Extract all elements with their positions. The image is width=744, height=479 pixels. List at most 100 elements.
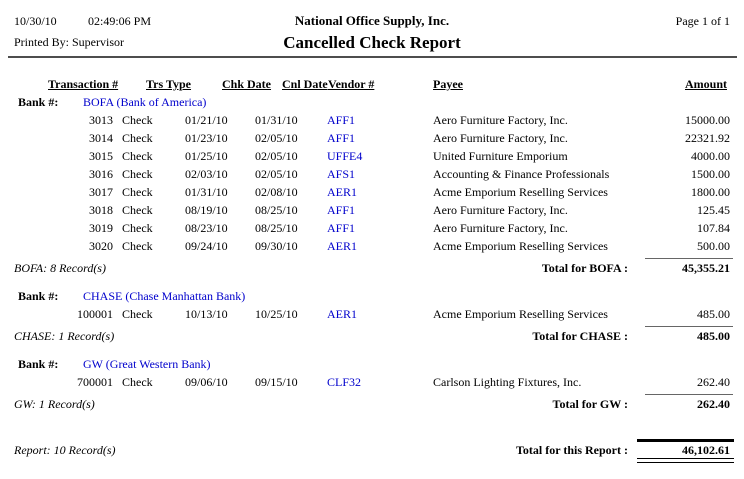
bank-name-link[interactable]: GW (Great Western Bank) xyxy=(83,357,211,371)
cell-vendor-link[interactable]: AFF1 xyxy=(327,203,356,217)
report-total-double-rule xyxy=(637,458,734,463)
bank-record-count: BOFA: 8 Record(s) xyxy=(14,261,106,275)
cell-cnl-date: 02/05/10 xyxy=(255,167,298,181)
cell-cnl-date: 01/31/10 xyxy=(255,113,298,127)
cell-payee: Acme Emporium Reselling Services xyxy=(433,307,608,321)
bank-record-count: CHASE: 1 Record(s) xyxy=(14,329,115,343)
cell-cnl-date: 10/25/10 xyxy=(255,307,298,321)
bank-number-label: Bank #: xyxy=(18,289,59,303)
cell-chk-date: 01/31/10 xyxy=(185,185,228,199)
bank-total-rule xyxy=(645,326,733,327)
cell-trs-type: Check xyxy=(122,185,153,199)
bank-header-row: Bank #: CHASE (Chase Manhattan Bank) xyxy=(0,287,744,305)
check-row: 100001 Check 10/13/10 10/25/10 AER1 Acme Empo… xyxy=(0,305,744,323)
cell-trs-type: Check xyxy=(122,239,153,253)
cell-vendor-link[interactable]: AER1 xyxy=(327,307,357,321)
cell-amount: 485.00 xyxy=(697,307,730,321)
cell-vendor-link[interactable]: AFF1 xyxy=(327,131,356,145)
cell-payee: Aero Furniture Factory, Inc. xyxy=(433,221,568,235)
cell-cnl-date: 09/30/10 xyxy=(255,239,298,253)
cell-transaction-number: 3019 xyxy=(89,221,113,235)
check-row: 3015 Check 01/25/10 02/05/10 UFFE4 United Fur… xyxy=(0,147,744,165)
cell-transaction-number: 3013 xyxy=(89,113,113,127)
cell-cnl-date: 02/08/10 xyxy=(255,185,298,199)
cell-chk-date: 10/13/10 xyxy=(185,307,228,321)
report-total-top-rule xyxy=(637,439,734,442)
report-record-count: Report: 10 Record(s) xyxy=(14,443,116,457)
cell-payee: Aero Furniture Factory, Inc. xyxy=(433,203,568,217)
cell-chk-date: 08/23/10 xyxy=(185,221,228,235)
check-row: 3020 Check 09/24/10 09/30/10 AER1 Acme Empori… xyxy=(0,237,744,255)
cell-transaction-number: 100001 xyxy=(77,307,113,321)
cell-transaction-number: 3018 xyxy=(89,203,113,217)
bank-number-label: Bank #: xyxy=(18,357,59,371)
cell-cnl-date: 08/25/10 xyxy=(255,221,298,235)
cell-trs-type: Check xyxy=(122,131,153,145)
cell-transaction-number: 3020 xyxy=(89,239,113,253)
cell-transaction-number: 3017 xyxy=(89,185,113,199)
cell-amount: 262.40 xyxy=(697,375,730,389)
cell-payee: Carlson Lighting Fixtures, Inc. xyxy=(433,375,582,389)
cell-amount: 22321.92 xyxy=(685,131,730,145)
cell-vendor-link[interactable]: AFF1 xyxy=(327,221,356,235)
cell-amount: 500.00 xyxy=(697,239,730,253)
cell-cnl-date: 08/25/10 xyxy=(255,203,298,217)
bank-total-rule xyxy=(645,394,733,395)
bank-total-rule xyxy=(645,258,733,259)
check-row: 700001 Check 09/06/10 09/15/10 CLF32 Carlson … xyxy=(0,373,744,391)
cell-vendor-link[interactable]: AFS1 xyxy=(327,167,356,181)
cell-vendor-link[interactable]: UFFE4 xyxy=(327,149,363,163)
bank-total-label: Total for GW : xyxy=(552,397,628,411)
cell-trs-type: Check xyxy=(122,203,153,217)
cell-vendor-link[interactable]: AER1 xyxy=(327,239,357,253)
bank-total-label: Total for CHASE : xyxy=(532,329,628,343)
cell-vendor-link[interactable]: AFF1 xyxy=(327,113,356,127)
check-row: 3013 Check 01/21/10 01/31/10 AFF1 Aero Furnit… xyxy=(0,111,744,129)
column-header-transaction: Transaction # xyxy=(48,77,119,91)
bank-header-row: Bank #: GW (Great Western Bank) xyxy=(0,355,744,373)
cell-chk-date: 02/03/10 xyxy=(185,167,228,181)
bank-group: Bank #: CHASE (Chase Manhattan Bank) 10000… xyxy=(0,287,744,345)
check-row: 3017 Check 01/31/10 02/08/10 AER1 Acme Empori… xyxy=(0,183,744,201)
cell-transaction-number: 3014 xyxy=(89,131,113,145)
column-header-vendor: Vendor # xyxy=(328,77,375,91)
cell-amount: 1800.00 xyxy=(691,185,730,199)
cell-payee: Acme Emporium Reselling Services xyxy=(433,239,608,253)
header-divider xyxy=(8,56,737,58)
bank-total-row: CHASE: 1 Record(s) Total for CHASE : 485.0… xyxy=(0,326,744,345)
check-row: 3014 Check 01/23/10 02/05/10 AFF1 Aero Furnit… xyxy=(0,129,744,147)
column-header-row: Transaction # Trs Type Chk Date Cnl Date… xyxy=(0,75,744,93)
bank-group: Bank #: BOFA (Bank of America) 3013 Check 01… xyxy=(0,93,744,277)
cell-amount: 107.84 xyxy=(697,221,730,235)
cell-amount: 1500.00 xyxy=(691,167,730,181)
cell-vendor-link[interactable]: AER1 xyxy=(327,185,357,199)
cell-chk-date: 01/21/10 xyxy=(185,113,228,127)
report-total-label: Total for this Report : xyxy=(516,443,628,457)
report-total-amount: 46,102.61 xyxy=(682,443,730,457)
cell-cnl-date: 09/15/10 xyxy=(255,375,298,389)
bank-header-row: Bank #: BOFA (Bank of America) xyxy=(0,93,744,111)
bank-name-link[interactable]: CHASE (Chase Manhattan Bank) xyxy=(83,289,246,303)
cell-amount: 15000.00 xyxy=(685,113,730,127)
cell-trs-type: Check xyxy=(122,167,153,181)
cell-payee: Aero Furniture Factory, Inc. xyxy=(433,113,568,127)
bank-total-amount: 262.40 xyxy=(697,397,730,411)
check-row: 3018 Check 08/19/10 08/25/10 AFF1 Aero Furnit… xyxy=(0,201,744,219)
cell-trs-type: Check xyxy=(122,149,153,163)
bank-groups: Bank #: BOFA (Bank of America) 3013 Check 01… xyxy=(0,93,744,413)
cell-cnl-date: 02/05/10 xyxy=(255,131,298,145)
column-header-amount: Amount xyxy=(684,77,727,91)
cell-trs-type: Check xyxy=(122,221,153,235)
cell-transaction-number: 3016 xyxy=(89,167,113,181)
cell-cnl-date: 02/05/10 xyxy=(255,149,298,163)
cell-transaction-number: 700001 xyxy=(77,375,113,389)
cell-payee: Accounting & Finance Professionals xyxy=(433,167,610,181)
bank-total-amount: 485.00 xyxy=(697,329,730,343)
column-header-chk-date: Chk Date xyxy=(222,77,272,91)
cell-chk-date: 08/19/10 xyxy=(185,203,228,217)
bank-name-link[interactable]: BOFA (Bank of America) xyxy=(83,95,207,109)
cell-payee: Acme Emporium Reselling Services xyxy=(433,185,608,199)
cell-vendor-link[interactable]: CLF32 xyxy=(327,375,362,389)
cell-chk-date: 01/23/10 xyxy=(185,131,228,145)
